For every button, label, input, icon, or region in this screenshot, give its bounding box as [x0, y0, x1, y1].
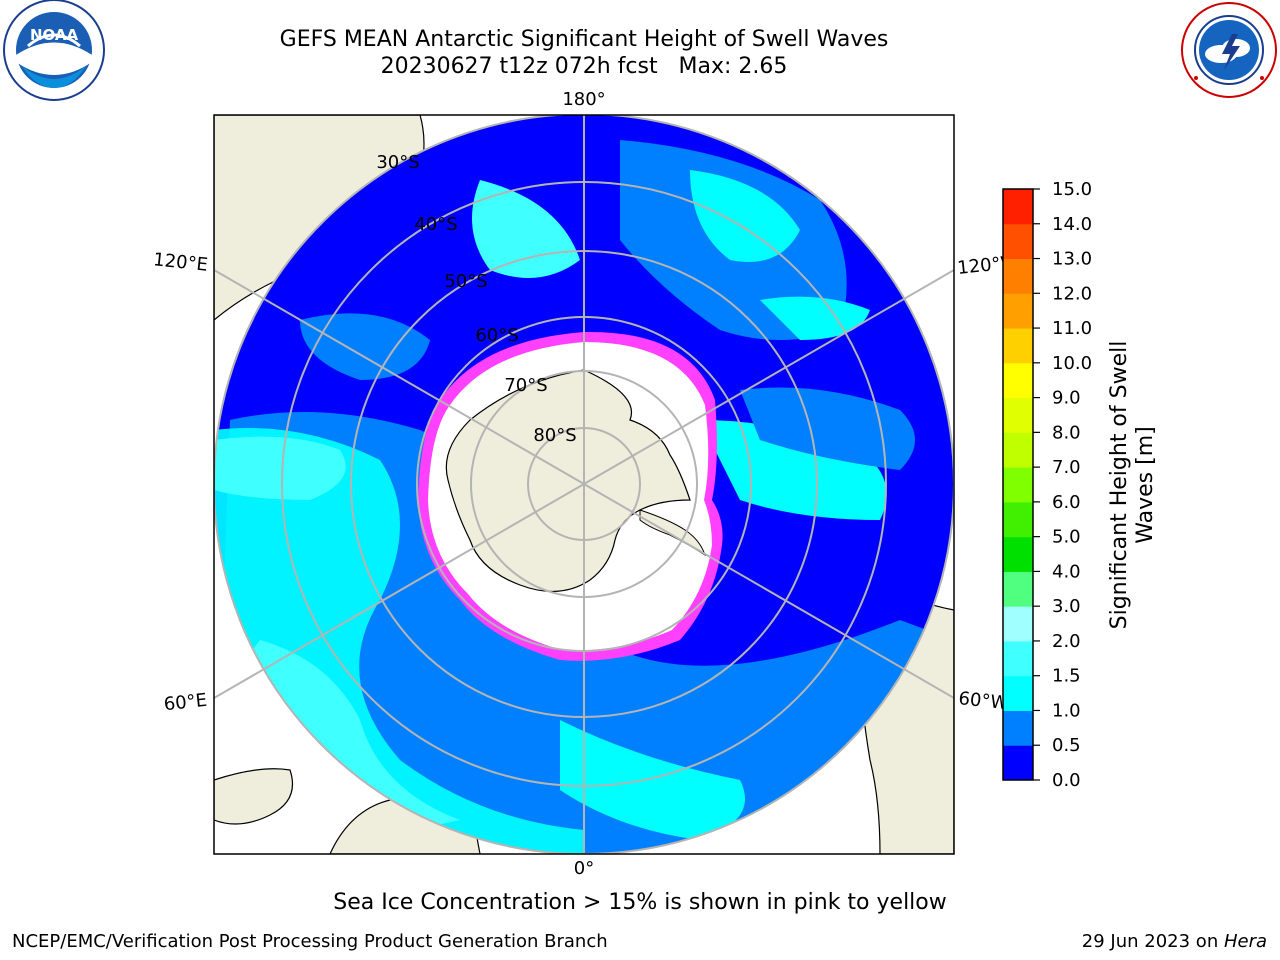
- colorbar-segment: [1003, 397, 1033, 433]
- colorbar-segment: [1003, 675, 1033, 711]
- lat-label-50s: 50°S: [444, 271, 487, 292]
- lon-label-180: 180°: [562, 89, 605, 110]
- lat-label-40s: 40°S: [414, 214, 457, 235]
- colorbar-tick-label: 0.5: [1052, 735, 1081, 756]
- colorbar-tick-label: 14.0: [1052, 214, 1092, 235]
- colorbar-label-line: Significant Height of Swell: [1107, 341, 1132, 630]
- colorbar-tick-label: 11.0: [1052, 318, 1092, 339]
- colorbar-segment: [1003, 362, 1033, 399]
- colorbar-tick-label: 8.0: [1052, 422, 1081, 443]
- colorbar-tick-label: 3.0: [1052, 596, 1081, 617]
- lat-label-30s: 30°S: [376, 152, 419, 173]
- date-text: 29 Jun 2023 on: [1081, 931, 1224, 952]
- colorbar-segment: [1003, 189, 1033, 225]
- colorbar-segment: [1003, 467, 1033, 503]
- lat-label-80s: 80°S: [533, 425, 576, 446]
- colorbar: 0.0 0.5 1.0 1.5 2.0 3.0 4.0 5.0 6.0 7.0 8.0 9.0 10.0…: [1003, 179, 1092, 791]
- colorbar-tick-label: 15.0: [1052, 179, 1092, 200]
- colorbar-segment: [1003, 640, 1033, 677]
- nws-logo-icon: [1181, 2, 1277, 98]
- colorbar-tick-label: 6.0: [1052, 492, 1081, 513]
- colorbar-segment: [1003, 501, 1033, 538]
- colorbar-tick-label: 12.0: [1052, 283, 1092, 304]
- colorbar-label-line: Waves [m]: [1133, 426, 1158, 543]
- colorbar-segment: [1003, 536, 1033, 572]
- colorbar-tick-label: 4.0: [1052, 561, 1081, 582]
- colorbar-segment: [1003, 223, 1033, 260]
- colorbar-segment: [1003, 432, 1033, 468]
- lat-label-60s: 60°S: [475, 325, 518, 346]
- chart-subtitle: 20230627 t12z 072h fcst Max: 2.65: [380, 54, 788, 79]
- colorbar-label: Significant Height of SwellWaves [m]: [1107, 341, 1158, 630]
- colorbar-tick-label: 2.0: [1052, 631, 1081, 652]
- colorbar-segment: [1003, 606, 1033, 642]
- lon-label-0: 0°: [574, 858, 594, 879]
- lon-label-60w: 60°W: [957, 688, 1009, 714]
- colorbar-segment: [1003, 571, 1033, 607]
- colorbar-tick-label: 5.0: [1052, 527, 1081, 548]
- colorbar-segment: [1003, 328, 1033, 364]
- colorbar-tick-label: 1.5: [1052, 666, 1081, 687]
- noaa-logo-text: NOAA: [30, 26, 79, 44]
- lon-label-120e: 120°E: [152, 249, 209, 276]
- colorbar-tick-label: 0.0: [1052, 770, 1081, 791]
- graticule: [214, 115, 954, 854]
- colorbar-segment: [1003, 258, 1033, 294]
- colorbar-segment: [1003, 293, 1033, 329]
- colorbar-frame: [1002, 188, 1034, 781]
- chart-title: GEFS MEAN Antarctic Significant Height o…: [279, 27, 889, 52]
- lat-label-70s: 70°S: [504, 375, 547, 396]
- credit-text: NCEP/EMC/Verification Post Processing Pr…: [12, 931, 608, 952]
- sea-ice-note: Sea Ice Concentration > 15% is shown in …: [333, 890, 947, 915]
- map-frame: [213, 114, 955, 855]
- colorbar-tick-label: 9.0: [1052, 388, 1081, 409]
- lon-label-60e: 60°E: [163, 690, 208, 715]
- host-text: Hera: [1223, 931, 1267, 952]
- noaa-logo-icon: NOAA: [3, 0, 105, 101]
- colorbar-segment: [1003, 745, 1033, 781]
- date-host-text: 29 Jun 2023 on Hera: [1082, 931, 1267, 952]
- antarctica: [445, 369, 691, 593]
- colorbar-tick-label: 7.0: [1052, 457, 1081, 478]
- colorbar-segment: [1003, 710, 1033, 746]
- colorbar-tick-label: 10.0: [1052, 353, 1092, 374]
- colorbar-tick-label: 1.0: [1052, 700, 1081, 721]
- colorbar-tick-label: 13.0: [1052, 249, 1092, 270]
